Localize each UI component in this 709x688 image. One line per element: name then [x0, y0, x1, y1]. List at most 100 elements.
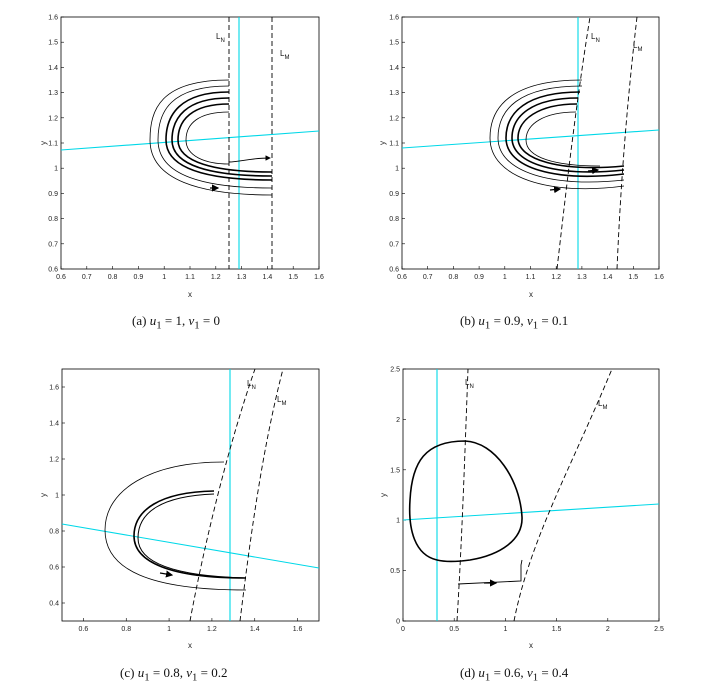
- panel-b-LN-curve: [556, 16, 591, 270]
- panel-c-LM-curve: [239, 368, 284, 622]
- panel-c-xtick-label: 1: [167, 626, 171, 633]
- panel-a-ytick-label: 0.8: [48, 216, 58, 223]
- panel-c-LM-label: LM: [277, 395, 286, 407]
- panel-d-ytick-label: 2.5: [390, 367, 400, 374]
- panel-b-ytick-label: 0.8: [389, 216, 399, 223]
- panel-b-ytick-label: 1.4: [389, 65, 399, 72]
- panel-d-ticks: 0 0.5 1 1.5 2 2.5 0 0.5 1 1.5 2 2.5: [390, 367, 664, 634]
- panel-c-xtick-label: 1.2: [207, 626, 217, 633]
- panel-c-xtick-label: 0.6: [79, 626, 89, 633]
- panel-b-ytick-label: 1.5: [389, 40, 399, 47]
- panel-b-xtick-label: 0.9: [474, 274, 484, 281]
- panel-b-xtick-label: 1.2: [551, 274, 561, 281]
- panel-c-ticks: 0.6 0.8 1 1.2 1.4 1.6 0.4 0.6 0.8 1 1.2 1.4 1.6: [49, 385, 302, 634]
- panel-a-ytick-label: 1.4: [48, 65, 58, 72]
- panel-d-xtick-label: 2.5: [654, 626, 664, 633]
- panel-a-xtick-label: 1: [162, 274, 166, 281]
- caption-d: (d) u1 = 0.6, v1 = 0.4: [460, 665, 569, 684]
- panel-a-ytick-label: 0.9: [48, 191, 58, 198]
- panel-d-ylabel: y: [379, 493, 388, 497]
- caption-a: (a) u1 = 1, v1 = 0: [132, 313, 220, 332]
- panel-a-ytick-label: 1: [54, 166, 58, 173]
- panel-d-ytick-label: 1.5: [390, 467, 400, 474]
- panel-c-ytick-label: 1.6: [49, 385, 59, 392]
- panel-b-xtick-label: 0.7: [423, 274, 433, 281]
- panel-a-ytick-label: 1.3: [48, 90, 58, 97]
- panel-d-xtick-label: 1: [503, 626, 507, 633]
- panel-a-ytick-label: 1.2: [48, 115, 58, 122]
- panel-b-xlabel: x: [529, 290, 533, 299]
- panel-a-trajectories: [149, 79, 273, 196]
- panel-d-trajectory: [457, 559, 523, 585]
- panel-b-xtick-label: 1.3: [577, 274, 587, 281]
- panel-a-ticks: 0.6 0.7 0.8 0.9 1 1.1 1.2 1.3 1.4 1.5 1.6 0.6 0.7 0.8…: [48, 15, 324, 282]
- panel-b-ylabel: y: [378, 141, 387, 145]
- panel-d-xtick-label: 0: [401, 626, 405, 633]
- panel-c-trajectories: [104, 461, 247, 591]
- panel-a-ylabel: y: [39, 141, 48, 145]
- panel-d-trajectories: [408, 440, 523, 587]
- panel-b: 0.6 0.7 0.8 0.9 1 1.1 1.2 1.3 1.4 1.5 1.6 0.6 0.7 0.8…: [378, 15, 664, 300]
- panel-c-LN-curve: [189, 368, 256, 622]
- panel-b-ytick-label: 1.3: [389, 90, 399, 97]
- panel-d-xlabel: x: [529, 641, 533, 650]
- panel-b-ticks: 0.6 0.7 0.8 0.9 1 1.1 1.2 1.3 1.4 1.5 1.6 0.6 0.7 0.8…: [389, 15, 664, 282]
- panel-d-ytick-label: 2: [396, 417, 400, 424]
- panel-c-frame: [61, 368, 320, 622]
- panel-c-ylabel: y: [39, 493, 48, 497]
- panel-c-sloped-line: [61, 523, 320, 569]
- caption-c: (c) u1 = 0.8, v1 = 0.2: [120, 665, 228, 684]
- panel-a-sloped-line: [60, 130, 320, 151]
- panel-c-xtick-label: 0.8: [121, 626, 131, 633]
- panel-d-ytick-label: 0.5: [390, 568, 400, 575]
- panel-b-frame: [401, 16, 660, 270]
- panel-a-ytick-label: 0.6: [48, 267, 58, 274]
- panel-a-ytick-label: 1.6: [48, 15, 58, 22]
- panel-b-sloped-line: [401, 129, 660, 149]
- panel-a-xtick-label: 0.6: [56, 274, 66, 281]
- panel-d-frame: [402, 368, 660, 622]
- panel-a-xtick-label: 0.9: [134, 274, 144, 281]
- panel-a-xtick-label: 1.2: [211, 274, 221, 281]
- panel-b-ytick-label: 1: [395, 166, 399, 173]
- panel-d-limit-cycle: [408, 440, 523, 563]
- panel-c-ytick-label: 1: [55, 493, 59, 500]
- panel-b-ytick-label: 0.6: [389, 267, 399, 274]
- panel-a-xtick-label: 0.8: [108, 274, 118, 281]
- panel-d-xtick-label: 0.5: [449, 626, 459, 633]
- panel-a-LN-label: LN: [216, 32, 225, 44]
- panel-c: 0.6 0.8 1 1.2 1.4 1.60.40.60.811.21.41.6 x y …: [39, 368, 320, 650]
- panel-d-xtick-label: 2: [606, 626, 610, 633]
- panel-b-xtick-label: 1.1: [526, 274, 536, 281]
- panel-d-LM-label: LM: [598, 399, 607, 411]
- panel-b-ytick-label: 1.6: [389, 15, 399, 22]
- panel-d-xtick-label: 1.5: [552, 626, 562, 633]
- panel-b-xtick-label: 0.8: [449, 274, 459, 281]
- panel-b-ytick-label: 1.2: [389, 115, 399, 122]
- panel-d-ytick-label: 1: [396, 518, 400, 525]
- panel-b-xtick-label: 1: [503, 274, 507, 281]
- panel-a-ytick-label: 0.7: [48, 241, 58, 248]
- panel-c-LN-label: LN: [247, 379, 256, 391]
- panel-a-LM-label: LM: [280, 49, 289, 61]
- panel-a-ytick-label: 1.5: [48, 40, 58, 47]
- panel-b-trajectories: [489, 79, 625, 194]
- panel-d-LN-label: LN: [465, 378, 474, 390]
- panel-d-ytick-label: 0: [396, 619, 400, 626]
- panel-c-ytick-label: 0.8: [49, 529, 59, 536]
- panel-a-xtick-label: 1.6: [314, 274, 324, 281]
- panel-b-ytick-label: 0.9: [389, 191, 399, 198]
- panel-c-xtick-label: 1.6: [293, 626, 303, 633]
- panel-c-ytick-label: 0.4: [49, 601, 59, 608]
- caption-b: (b) u1 = 0.9, v1 = 0.1: [460, 313, 569, 332]
- panel-b-xtick-label: 0.6: [397, 274, 407, 281]
- panel-c-ytick-label: 0.6: [49, 565, 59, 572]
- panel-a: 0.6 0.7 0.8 0.9 1 1.1 1.2 1.3 1.4 1.5 1.6 0.6 0.7 0.8…: [39, 15, 324, 300]
- panel-a-xtick-label: 1.1: [185, 274, 195, 281]
- panel-d: 0 0.5 1 1.5 2 2.5 0 0.5 1 1.5 2 2.5 x y LN LM: [379, 367, 664, 651]
- panel-a-xtick-label: 1.4: [263, 274, 273, 281]
- panel-b-ytick-label: 0.7: [389, 241, 399, 248]
- panel-a-xtick-label: 1.5: [288, 274, 298, 281]
- panel-b-xtick-label: 1.6: [654, 274, 664, 281]
